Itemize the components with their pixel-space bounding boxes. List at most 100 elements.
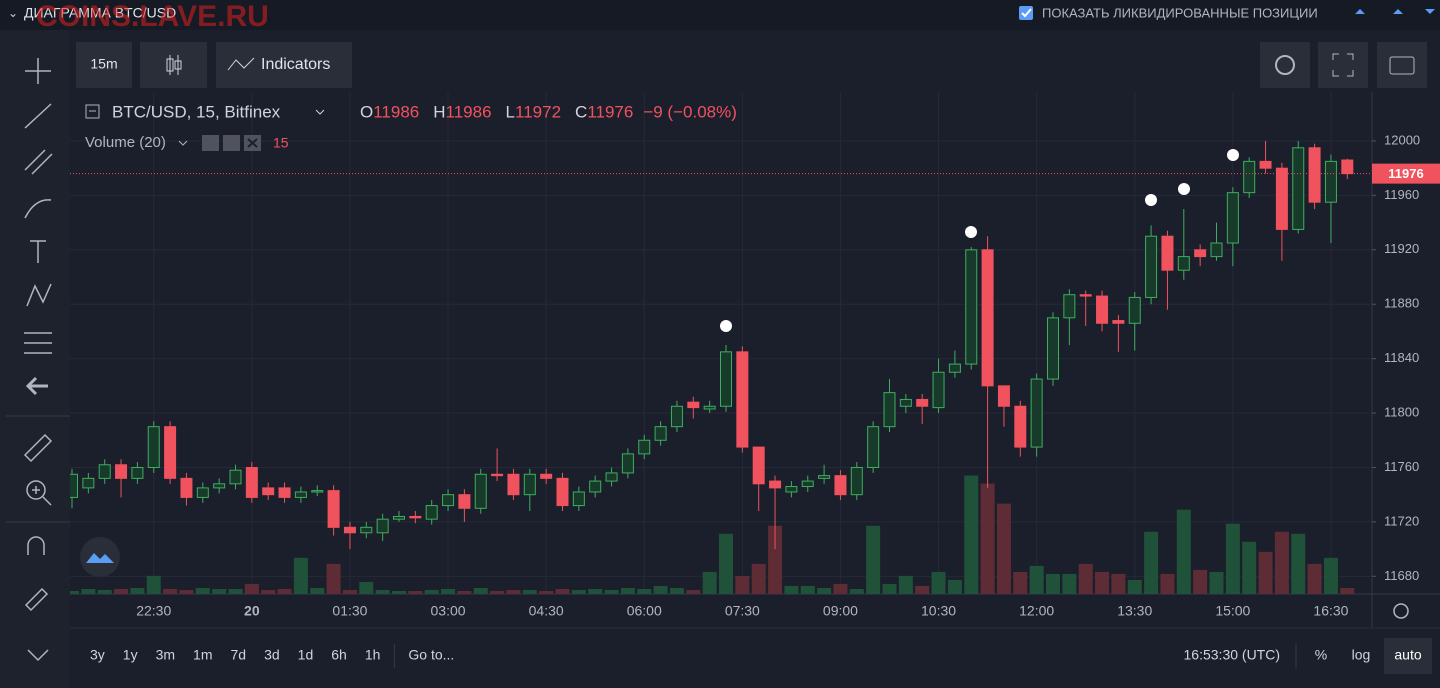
range-button[interactable]: 3y	[90, 647, 105, 663]
volume-bar	[1225, 523, 1240, 594]
left-toolbar	[0, 30, 70, 688]
candle-body	[1161, 235, 1174, 271]
range-button[interactable]: 1h	[365, 647, 381, 663]
candle-body	[540, 473, 553, 479]
arrow-up[interactable]	[1393, 9, 1403, 14]
x-tick-label: 10:30	[921, 603, 956, 619]
axis-settings[interactable]	[1393, 603, 1409, 619]
volume-bar	[1095, 571, 1110, 594]
settings-button[interactable]	[1260, 42, 1310, 88]
candle-body	[703, 405, 716, 410]
candle-body	[785, 486, 798, 493]
y-tick-label: 11720	[1384, 513, 1419, 528]
volume-bar	[735, 575, 750, 594]
candle-body	[834, 475, 847, 496]
candle-body	[409, 515, 422, 519]
volume-bar	[1242, 541, 1257, 594]
volume-bar	[1160, 573, 1175, 594]
indicators[interactable]: Indicators	[261, 56, 330, 73]
x-tick-label: 12:00	[1019, 603, 1054, 619]
arrow-down[interactable]	[1425, 9, 1435, 14]
clock: 16:53:30 (UTC)	[1184, 647, 1280, 663]
liquidation-marker	[1145, 194, 1157, 206]
volume-bar	[1209, 571, 1224, 594]
candle-icon	[166, 55, 182, 75]
volume-bar	[1046, 573, 1060, 594]
change: −9 (−0.08%)	[643, 102, 737, 121]
study-settings[interactable]	[223, 135, 240, 151]
checkbox[interactable]	[1019, 6, 1033, 20]
volume-bar	[490, 590, 505, 594]
candle-body	[1063, 294, 1076, 319]
volume-bar	[800, 585, 815, 594]
volume-bar	[1258, 551, 1273, 594]
fullscreen-button[interactable]	[1318, 42, 1368, 88]
y-tick-label: 11680	[1384, 568, 1419, 583]
candle-body	[278, 487, 291, 498]
candle-body	[360, 526, 373, 534]
checkbox-label[interactable]: ПОКАЗАТЬ ЛИКВИДИРОВАННЫЕ ПОЗИЦИИ	[1042, 5, 1318, 20]
ohlc-letter: L	[506, 102, 515, 121]
auto-button-bg[interactable]	[1384, 638, 1432, 674]
y-tick-label: 11880	[1384, 296, 1419, 311]
logo-button[interactable]	[80, 537, 120, 577]
symbol[interactable]: BTC/USD, 15, Bitfinex	[112, 102, 281, 121]
volume-bar	[130, 587, 145, 594]
candle-body	[131, 466, 144, 479]
range-button[interactable]: 1y	[123, 647, 138, 663]
collapse[interactable]: ⌄	[8, 6, 18, 20]
volume-bar	[375, 589, 390, 594]
percent-button[interactable]: %	[1315, 647, 1327, 663]
range-button[interactable]: 1d	[298, 647, 314, 663]
remove-icon	[247, 138, 258, 148]
candle-body	[687, 401, 700, 409]
arrow-up[interactable]	[1355, 9, 1365, 14]
x-tick-label: 09:00	[823, 603, 858, 619]
volume-bars	[70, 475, 1355, 594]
candle-body	[327, 490, 340, 528]
collapse-legend[interactable]	[85, 104, 100, 119]
candle-body	[1341, 159, 1354, 175]
header-bar	[0, 0, 1440, 30]
goto-button[interactable]: Go to...	[408, 647, 454, 663]
y-tick-label: 11760	[1384, 459, 1419, 474]
study-caret	[178, 140, 188, 146]
x-tick-label: 04:30	[529, 603, 564, 619]
volume-value: 15	[273, 135, 289, 151]
auto-button[interactable]: auto	[1394, 647, 1421, 663]
range-button[interactable]: 3m	[156, 647, 175, 663]
tool-icons[interactable]	[23, 58, 53, 662]
camera-icon	[1389, 56, 1415, 75]
volume-bar	[212, 588, 227, 594]
volume-bar	[522, 589, 537, 594]
y-tick-label: 11840	[1384, 350, 1419, 365]
range-button[interactable]: 7d	[231, 647, 247, 663]
candle-body	[932, 371, 945, 409]
candle-body	[458, 494, 471, 509]
range-button[interactable]: 6h	[331, 647, 347, 663]
study-visibility[interactable]	[202, 135, 219, 151]
candle-body	[82, 477, 95, 489]
range-button[interactable]: 3d	[264, 647, 280, 663]
volume-bar	[163, 588, 178, 594]
candle-body	[720, 351, 732, 407]
candle-body	[605, 472, 618, 482]
indicators-button[interactable]	[216, 42, 352, 88]
gear-icon	[1275, 55, 1295, 75]
volume-bar	[408, 590, 423, 594]
volume-bar	[392, 590, 406, 594]
x-tick-label: 15:00	[1215, 603, 1250, 619]
volume-bar	[588, 588, 603, 594]
volume-bar	[1176, 509, 1191, 594]
range-button[interactable]: 1m	[193, 647, 212, 663]
interval-button[interactable]	[76, 42, 132, 88]
watermark: COINS.LAVE.RU	[36, 0, 269, 33]
log-button[interactable]: log	[1352, 647, 1371, 663]
volume-bar	[964, 475, 979, 594]
fullscreen-icon	[1332, 53, 1354, 77]
volume-bar	[702, 571, 717, 594]
interval[interactable]: 15m	[90, 56, 117, 72]
candle-body	[507, 473, 520, 496]
snapshot-button[interactable]	[1377, 42, 1427, 88]
x-tick-label: 13:30	[1117, 603, 1152, 619]
